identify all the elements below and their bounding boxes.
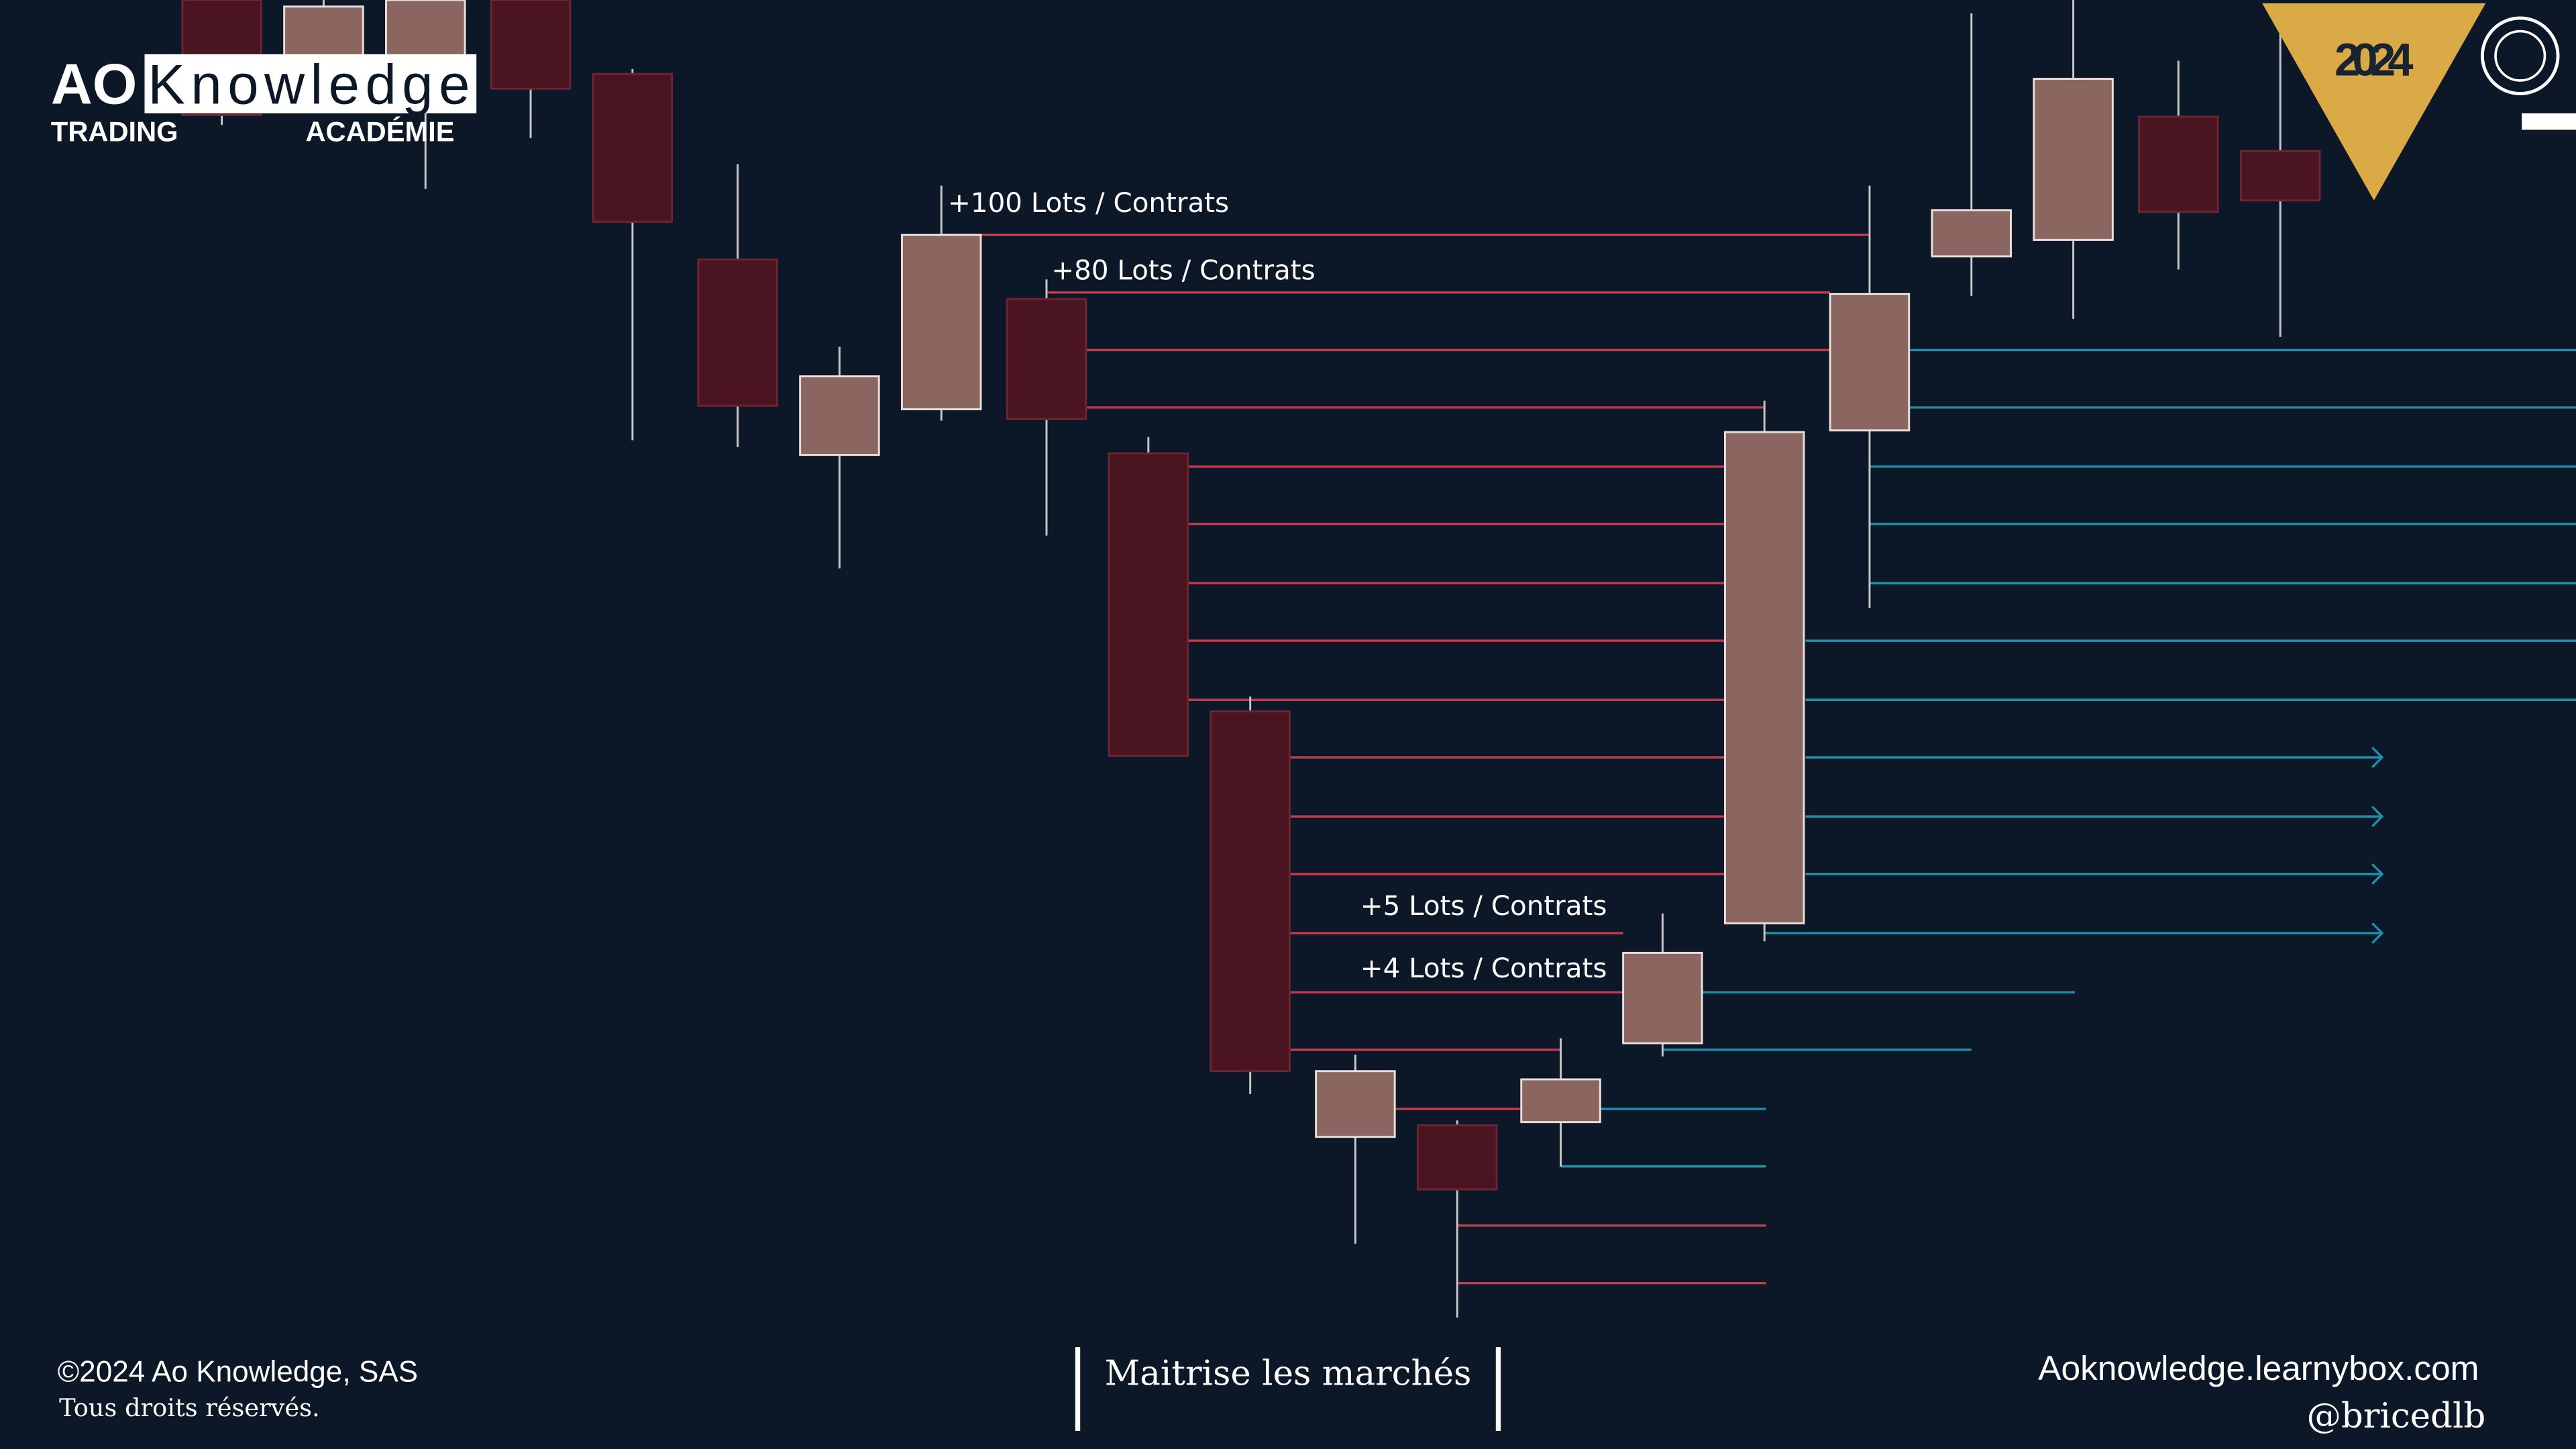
candle-body: [1829, 292, 1911, 432]
rights: Tous droits réservés.: [59, 1393, 320, 1422]
arrow-head: [2371, 922, 2384, 944]
candle-body: [1315, 1070, 1396, 1138]
annotation: +4 Lots / Contrats: [1360, 952, 1607, 984]
year: 2024: [2334, 34, 2414, 86]
annotation: +80 Lots / Contrats: [1051, 254, 1315, 286]
tagline: Maitrise les marchés: [1105, 1353, 1472, 1393]
candle-body: [490, 0, 572, 90]
logo-ao: AO: [51, 52, 138, 116]
emblem: [2480, 16, 2560, 96]
candle-body: [1931, 209, 2012, 258]
candle-body: [697, 258, 778, 407]
logo-academie: ACADÉMIE: [306, 116, 455, 148]
emblem-inner: [2494, 30, 2546, 82]
candle-body: [592, 72, 674, 223]
annotation: +100 Lots / Contrats: [948, 186, 1229, 219]
corner-bar: [2522, 113, 2576, 130]
candle-body: [799, 375, 880, 456]
candle-body: [2033, 78, 2114, 241]
candle-body: [1622, 951, 1703, 1044]
logo-trading: TRADING: [51, 116, 178, 148]
candle-body: [1210, 710, 1291, 1073]
candle-body: [1723, 431, 1805, 924]
arrow-head: [2371, 863, 2384, 885]
arrow-head: [2371, 806, 2384, 828]
candle-body: [1417, 1124, 1498, 1191]
logo-box: [144, 54, 477, 113]
candle-body: [901, 233, 982, 411]
website: Aoknowledge.learnybox.com: [2038, 1348, 2479, 1387]
candle-body: [2239, 150, 2321, 202]
candle-body: [1520, 1078, 1601, 1124]
handle: @bricedlb: [2307, 1396, 2486, 1436]
annotation: +5 Lots / Contrats: [1360, 890, 1607, 922]
year-badge: [2262, 3, 2486, 201]
candle-body: [1108, 452, 1189, 757]
arrow-head: [2371, 747, 2384, 768]
candle-body: [1006, 298, 1087, 420]
candlestick-illustration: [181, 0, 2576, 1318]
copyright: ©2024 Ao Knowledge, SAS: [58, 1356, 418, 1389]
candle-body: [2138, 115, 2219, 213]
